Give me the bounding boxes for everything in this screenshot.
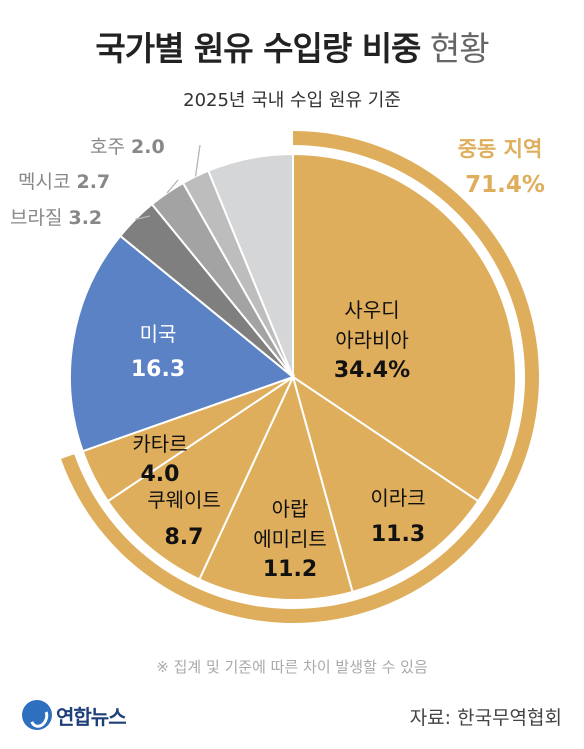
leader-line-9 [194, 144, 201, 177]
pie-slice-4 [106, 374, 296, 581]
slice-value-2: 11.3 [371, 522, 425, 547]
slice-value-5: 4.0 [141, 462, 180, 487]
slice-value-1: 34.4% [334, 358, 410, 383]
slice-value-8: 2.7 [76, 171, 110, 193]
slice-label-3-1: 아랍 [272, 497, 309, 521]
leader-line-8 [166, 179, 179, 194]
pie-slice-2 [291, 374, 480, 594]
slice-label-5-1: 카타르 [132, 432, 187, 456]
slice-value-3: 11.2 [263, 557, 317, 582]
pie-slice-10 [207, 152, 294, 378]
slice-label-6-1: 미국 [140, 322, 177, 346]
yonhap-logo-icon [22, 700, 52, 730]
pie-slice-3 [197, 374, 354, 601]
footnote: ※ 집계 및 기준에 따른 차이 발생할 수 있음 [156, 658, 428, 676]
slice-label-2-1: 이라크 [370, 486, 425, 510]
logo-text: 연합뉴스 [56, 704, 127, 729]
slice-value-7: 3.2 [68, 207, 102, 229]
slice-label-1-2: 아라비아 [335, 328, 409, 352]
slice-value-4: 8.7 [165, 525, 204, 550]
page-title: 국가별 원유 수입량 비중 현황 [0, 22, 584, 70]
slice-label-8: 멕시코 2.7 [18, 171, 110, 193]
group-annotation-value: 71.4% [465, 172, 545, 198]
slice-label-9: 호주 2.0 [90, 136, 165, 158]
slice-label-1-1: 사우디 [344, 298, 399, 322]
title-sub: 현황 [420, 29, 490, 68]
slice-label-7: 브라질 3.2 [10, 207, 102, 229]
pie-slice-1 [292, 152, 517, 503]
yonhap-logo: 연합뉴스 [22, 697, 127, 733]
group-annotation-label: 중동 지역 [458, 137, 543, 161]
slice-value-9: 2.0 [131, 136, 165, 158]
title-main: 국가별 원유 수입량 비중 [95, 29, 421, 68]
slice-value-6: 16.3 [131, 357, 185, 382]
slice-label-4-1: 쿠웨이트 [147, 488, 221, 512]
source-credit: 자료: 한국무역협회 [409, 707, 562, 729]
pie-slice-6 [69, 234, 296, 453]
chart-subtitle: 2025년 국내 수입 원유 기준 [183, 90, 401, 111]
slice-label-3-2: 에미리트 [253, 527, 327, 551]
leader-line-7 [135, 215, 151, 220]
